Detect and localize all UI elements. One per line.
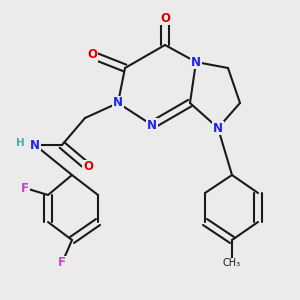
Text: O: O (87, 49, 97, 62)
Text: CH₃: CH₃ (223, 258, 241, 268)
Text: H: H (16, 138, 25, 148)
Text: F: F (21, 182, 29, 194)
Text: N: N (30, 139, 40, 152)
Text: N: N (113, 97, 123, 110)
Text: N: N (191, 56, 201, 68)
Text: F: F (58, 256, 66, 269)
Text: O: O (83, 160, 93, 173)
Text: N: N (147, 118, 157, 131)
Text: N: N (213, 122, 223, 134)
Text: O: O (160, 11, 170, 25)
